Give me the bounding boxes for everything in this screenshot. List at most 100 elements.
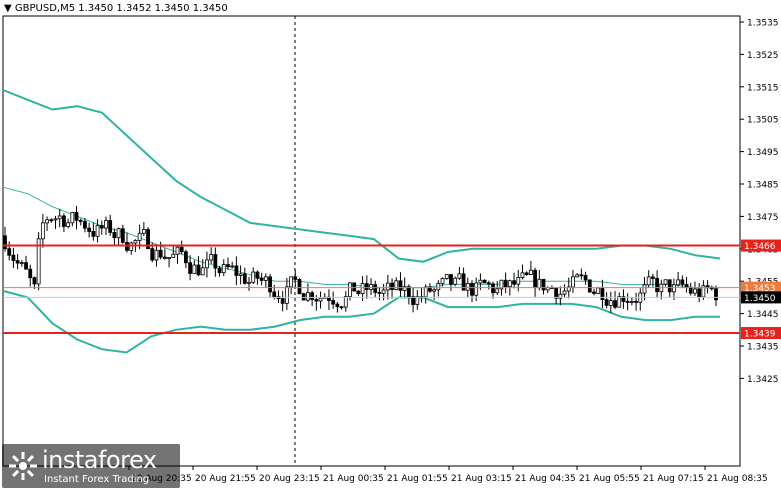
candle-body	[617, 296, 622, 308]
candle-body	[402, 286, 407, 291]
x-tick-label: 21 Aug 04:35	[515, 474, 576, 484]
candle-body	[697, 288, 702, 298]
candle-body	[608, 300, 613, 306]
candle-body	[255, 271, 260, 279]
candle-body	[478, 279, 483, 284]
candle-body	[596, 287, 601, 294]
candle-body	[646, 276, 651, 286]
candle-body	[91, 231, 96, 237]
y-tick-label: 1.3485	[747, 181, 779, 191]
candle-body	[667, 279, 672, 293]
candle-body	[192, 264, 197, 274]
candle-body	[663, 279, 668, 285]
y-tick-label: 1.3475	[747, 213, 779, 223]
candle-body	[280, 298, 285, 304]
candle-body	[495, 288, 500, 294]
candle-body	[629, 300, 634, 303]
candle-body	[449, 274, 453, 285]
candle-body	[465, 283, 470, 291]
candle-body	[516, 277, 521, 285]
candle-body	[221, 264, 226, 274]
candle-body	[78, 219, 83, 222]
candle-body	[314, 299, 319, 302]
candle-body	[541, 278, 546, 291]
candle-body	[352, 282, 357, 292]
candle-body	[474, 282, 479, 296]
candle-body	[423, 286, 428, 298]
candle-body	[680, 279, 685, 285]
candle-body	[432, 289, 437, 292]
symbol-dropdown-icon[interactable]: ▼	[4, 3, 12, 14]
level-label: 1.3466	[744, 242, 776, 252]
candle-body	[672, 284, 676, 293]
candle-body	[701, 285, 706, 298]
candle-body	[406, 286, 411, 298]
candle-body	[137, 232, 142, 241]
candle-body	[230, 265, 235, 268]
candle-body	[650, 276, 655, 279]
candle-body	[188, 262, 193, 274]
candle-body	[238, 273, 243, 276]
candle-body	[167, 257, 171, 259]
candle-body	[209, 254, 214, 261]
candle-body	[482, 279, 487, 284]
y-tick-label: 1.3495	[747, 148, 779, 158]
candle-body	[655, 278, 660, 293]
candle-body	[676, 279, 681, 286]
candle-body	[528, 269, 533, 275]
candle-body	[45, 219, 49, 224]
candle-body	[331, 300, 336, 305]
candle-body	[259, 277, 264, 281]
candle-body	[558, 293, 563, 299]
candle-body	[205, 259, 209, 269]
level-label-box	[741, 327, 781, 340]
candle-body	[592, 291, 596, 294]
ohlc-readout: 1.3450 1.3452 1.3450 1.3450	[78, 3, 228, 14]
candle-body	[575, 274, 580, 278]
instaforex-logo-icon	[9, 452, 37, 480]
candle-body	[184, 251, 188, 264]
candle-body	[133, 240, 138, 244]
candle-body	[15, 260, 20, 264]
candle-body	[162, 256, 167, 259]
candle-body	[263, 276, 268, 281]
candle-body	[247, 281, 251, 284]
candle-body	[83, 221, 87, 229]
candle-body	[297, 279, 302, 295]
candle-body	[613, 300, 617, 308]
candle-body	[486, 282, 491, 285]
candle-body	[32, 277, 37, 285]
candle-body	[28, 268, 33, 279]
candle-body	[520, 272, 525, 278]
candle-body	[537, 278, 542, 289]
candle-body	[213, 254, 218, 269]
level-label-box	[741, 239, 781, 252]
candle-body	[339, 306, 344, 309]
instaforex-watermark: instaforex Instant Forex Trading	[2, 444, 180, 488]
x-tick-label: 21 Aug 00:35	[323, 474, 384, 484]
candle-body	[369, 284, 373, 290]
candle-body	[440, 278, 445, 284]
candle-body	[385, 282, 390, 291]
candle-body	[154, 249, 159, 261]
candle-body	[196, 264, 201, 276]
candle-body	[293, 276, 298, 280]
candle-body	[99, 225, 104, 229]
candle-body	[453, 277, 458, 285]
candle-body	[461, 273, 466, 291]
y-tick-label: 1.3505	[747, 116, 779, 126]
watermark-tagline: Instant Forex Trading	[44, 474, 150, 485]
y-tick-label: 1.3445	[747, 310, 779, 320]
candle-body	[146, 229, 150, 249]
candle-body	[583, 275, 588, 281]
candle-body	[554, 287, 559, 299]
candle-body	[693, 288, 697, 294]
candle-body	[268, 276, 272, 293]
candle-body	[499, 279, 504, 290]
candle-body	[36, 238, 41, 285]
candle-body	[411, 296, 415, 305]
candle-body	[129, 242, 134, 251]
candle-body	[457, 273, 462, 279]
candle-body	[150, 248, 155, 261]
price-label: 1.3453	[744, 284, 776, 294]
